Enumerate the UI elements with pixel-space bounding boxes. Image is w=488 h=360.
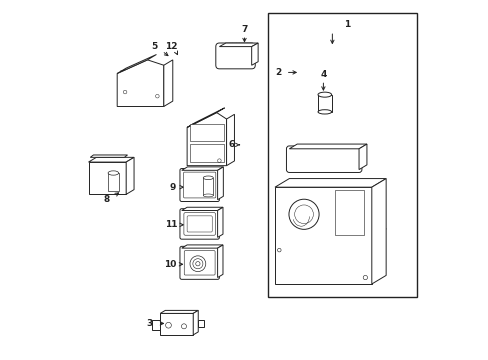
Bar (203, 178, 213, 195)
Polygon shape (274, 179, 386, 187)
Bar (334, 190, 364, 235)
Polygon shape (187, 113, 226, 166)
Bar (267, 13, 416, 297)
Text: 11: 11 (164, 220, 177, 229)
Text: 8: 8 (103, 195, 109, 204)
Bar (198, 320, 203, 327)
Ellipse shape (203, 176, 213, 180)
Text: 3: 3 (146, 319, 152, 328)
Polygon shape (182, 245, 223, 248)
Polygon shape (226, 114, 234, 166)
Polygon shape (90, 155, 127, 157)
Polygon shape (219, 43, 258, 46)
FancyBboxPatch shape (184, 251, 215, 275)
Bar (152, 320, 160, 329)
Text: 2: 2 (275, 68, 281, 77)
Bar (190, 144, 223, 162)
FancyBboxPatch shape (274, 187, 371, 284)
Polygon shape (371, 179, 386, 284)
Polygon shape (117, 60, 163, 107)
Bar (190, 124, 223, 141)
Text: 12: 12 (164, 42, 177, 51)
Polygon shape (217, 207, 223, 237)
FancyBboxPatch shape (180, 246, 219, 279)
Polygon shape (217, 245, 223, 278)
Polygon shape (289, 144, 366, 149)
FancyBboxPatch shape (183, 172, 215, 198)
FancyBboxPatch shape (187, 216, 212, 232)
Polygon shape (182, 207, 223, 211)
FancyBboxPatch shape (286, 146, 361, 172)
Text: 9: 9 (169, 183, 176, 192)
Text: 1: 1 (343, 19, 349, 28)
FancyBboxPatch shape (215, 43, 255, 69)
Polygon shape (160, 310, 198, 314)
Text: 7: 7 (241, 25, 247, 34)
Polygon shape (187, 108, 224, 127)
FancyBboxPatch shape (180, 168, 219, 202)
Text: 4: 4 (320, 70, 326, 79)
Text: 5: 5 (151, 42, 158, 51)
Text: 6: 6 (228, 140, 235, 149)
Polygon shape (126, 157, 134, 194)
Polygon shape (88, 157, 134, 162)
Bar (160, 314, 193, 335)
FancyBboxPatch shape (88, 162, 126, 194)
Polygon shape (182, 167, 223, 170)
Ellipse shape (203, 194, 213, 197)
Ellipse shape (108, 171, 119, 175)
FancyBboxPatch shape (180, 209, 219, 239)
Bar (317, 95, 331, 112)
Polygon shape (358, 144, 366, 170)
Bar (108, 173, 119, 191)
Polygon shape (117, 54, 156, 73)
Polygon shape (251, 43, 258, 65)
Ellipse shape (317, 92, 331, 97)
Polygon shape (193, 310, 198, 335)
Text: 10: 10 (164, 260, 176, 269)
Polygon shape (217, 167, 223, 200)
Polygon shape (163, 60, 172, 107)
Ellipse shape (317, 110, 331, 114)
FancyBboxPatch shape (183, 213, 215, 235)
